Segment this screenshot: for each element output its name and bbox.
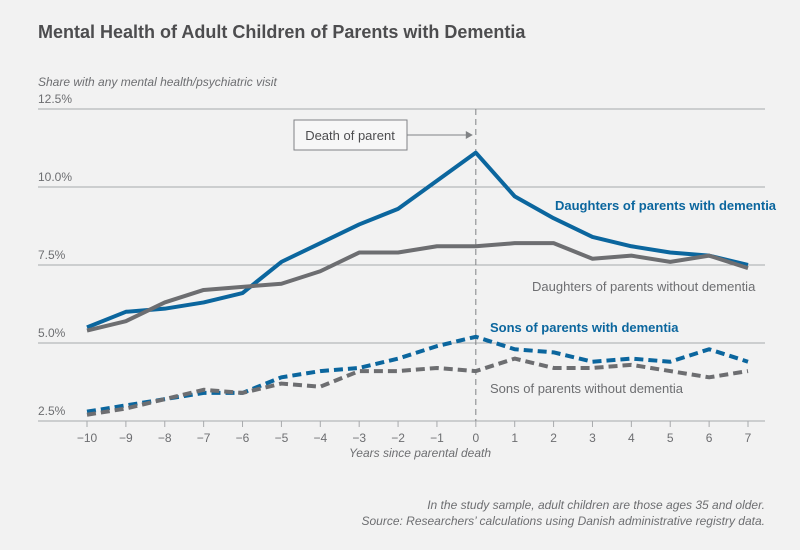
x-tick-label: −6 xyxy=(236,431,250,445)
note: In the study sample, adult children are … xyxy=(427,498,765,512)
x-tick-label: 6 xyxy=(706,431,713,445)
series-line xyxy=(86,241,749,333)
series-label: Daughters of parents without dementia xyxy=(532,279,756,294)
series-line xyxy=(86,150,749,330)
y-tick-label: 5.0% xyxy=(38,326,66,340)
x-tick-label: 3 xyxy=(589,431,596,445)
x-tick-label: −10 xyxy=(77,431,98,445)
note: Source: Researchers’ calculations using … xyxy=(361,514,765,528)
series-label: Sons of parents with dementia xyxy=(490,320,679,335)
annotation-arrowhead xyxy=(465,131,473,139)
x-tick-label: −2 xyxy=(391,431,405,445)
x-tick-label: 5 xyxy=(667,431,674,445)
series-line xyxy=(86,334,749,414)
y-tick-label: 12.5% xyxy=(38,92,72,106)
x-tick-label: 2 xyxy=(550,431,557,445)
x-tick-label: −9 xyxy=(119,431,133,445)
y-axis-label: Share with any mental health/psychiatric… xyxy=(38,75,277,89)
y-tick-label: 7.5% xyxy=(38,248,66,262)
x-axis-label: Years since parental death xyxy=(349,446,491,460)
x-tick-label: −3 xyxy=(352,431,366,445)
x-tick-label: 1 xyxy=(511,431,518,445)
series-label: Sons of parents without dementia xyxy=(490,381,684,396)
y-tick-label: 2.5% xyxy=(38,404,66,418)
x-tick-label: −5 xyxy=(275,431,289,445)
x-tick-label: 0 xyxy=(472,431,479,445)
chart-title: Mental Health of Adult Children of Paren… xyxy=(38,22,526,42)
series-line xyxy=(86,356,749,417)
x-tick-label: −4 xyxy=(313,431,327,445)
x-tick-label: −7 xyxy=(197,431,211,445)
x-tick-label: −8 xyxy=(158,431,172,445)
series-label: Daughters of parents with dementia xyxy=(555,198,777,213)
y-tick-label: 10.0% xyxy=(38,170,72,184)
x-tick-label: 7 xyxy=(745,431,752,445)
x-tick-label: 4 xyxy=(628,431,635,445)
annotation-text: Death of parent xyxy=(305,128,395,143)
x-tick-label: −1 xyxy=(430,431,444,445)
